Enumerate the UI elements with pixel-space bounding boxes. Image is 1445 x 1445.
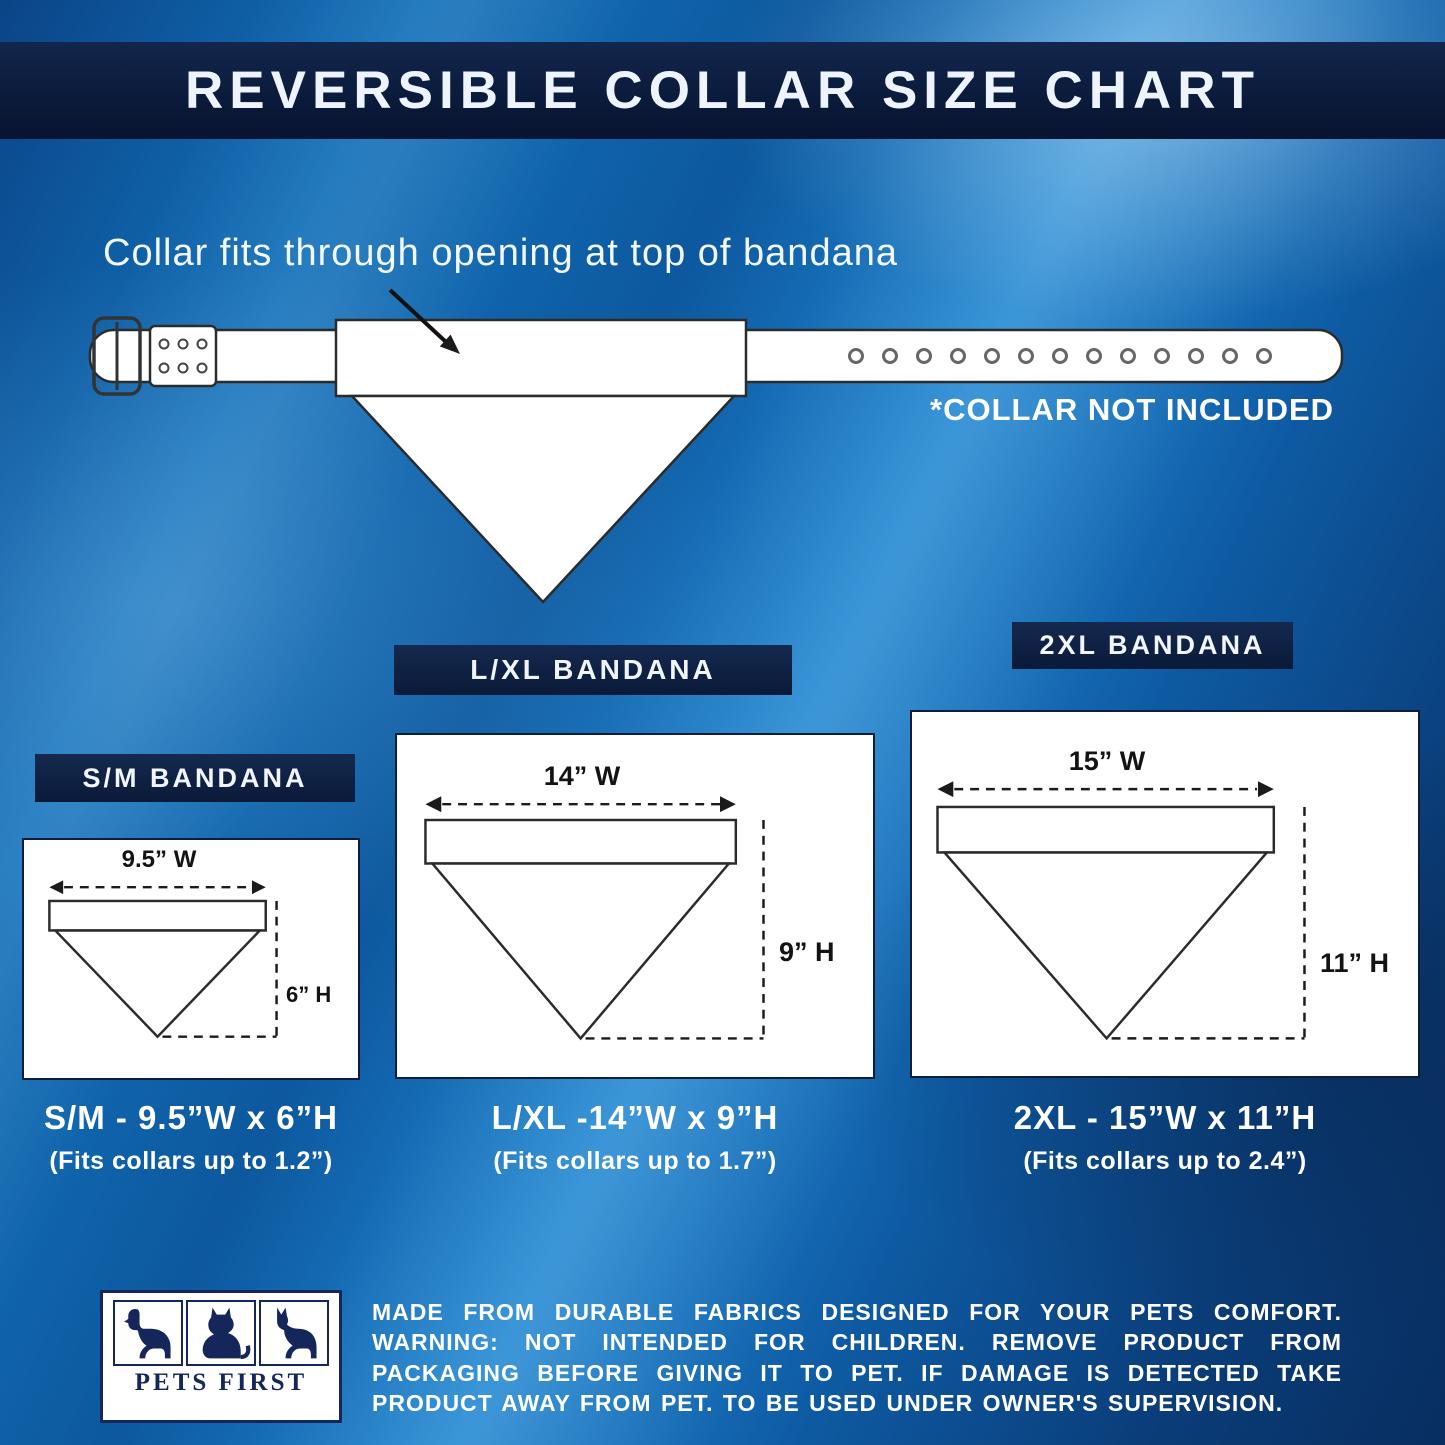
collar-caption: Collar fits through opening at top of ba… (103, 232, 898, 274)
height-line (1111, 806, 1306, 1040)
collar-illustration (88, 288, 1344, 604)
bandana-triangle (941, 851, 1270, 1041)
shepherd-dog-icon (259, 1300, 329, 1366)
size-title-2xl: 2XL - 15”W x 11”H (1013, 1099, 1317, 1136)
panel-label-text: S/M BANDANA (82, 762, 308, 793)
bandana-triangle (429, 862, 732, 1041)
brand-name: PETS FIRST (134, 1369, 308, 1396)
height-line (162, 900, 278, 1038)
fits-note-sm: (Fits collars up to 1.2”) (49, 1147, 333, 1175)
panel-box-sm: 9.5” W 6” H (22, 838, 360, 1080)
size-title-lxl: L/XL -14”W x 9”H (491, 1099, 779, 1136)
pointer-arrow-icon (388, 288, 460, 354)
bandana-diagram-2xl (936, 781, 1306, 1041)
panel-label-text: L/XL BANDANA (470, 654, 716, 685)
fits-note-lxl: (Fits collars up to 1.7”) (493, 1147, 777, 1175)
disclaimer-text: MADE FROM DURABLE FABRICS DESIGNED FOR Y… (372, 1299, 1342, 1417)
width-dimension-label: 9.5” W (121, 846, 197, 873)
page-title: REVERSIBLE COLLAR SIZE CHART (185, 61, 1260, 120)
panel-label-sm: S/M BANDANA (35, 754, 355, 802)
height-dimension-label: 9” H (779, 937, 835, 967)
width-arrow (425, 796, 736, 813)
size-title-sm: S/M - 9.5”W x 6”H (44, 1099, 338, 1136)
bandana-diagram-lxl (424, 796, 765, 1041)
panel-label-2xl: 2XL BANDANA (1012, 622, 1293, 669)
logo-icons-row (111, 1300, 331, 1366)
panel-box-lxl: 14” W 9” H (395, 733, 875, 1079)
width-dimension-label: 15” W (1068, 746, 1146, 776)
panel-label-text: 2XL BANDANA (1039, 630, 1266, 660)
width-arrow (49, 880, 266, 895)
width-arrow (937, 781, 1274, 798)
bandana-sleeve (424, 818, 738, 865)
height-dimension-label: 6” H (286, 982, 332, 1007)
panel-label-lxl: L/XL BANDANA (394, 645, 792, 695)
bandana-triangle (52, 929, 263, 1039)
pets-first-logo: PETS FIRST (100, 1290, 342, 1423)
height-dimension-label: 11” H (1320, 948, 1390, 978)
bandana-sleeve (936, 805, 1276, 854)
collar-buckle-icon (92, 316, 142, 396)
width-dimension-label: 14” W (543, 761, 621, 791)
bandana-sleeve (48, 899, 267, 932)
dog-icon (113, 1300, 183, 1366)
height-line (585, 820, 765, 1040)
fits-note-2xl: (Fits collars up to 2.4”) (1023, 1147, 1307, 1175)
panel-box-2xl: 15” W 11” H (910, 710, 1420, 1078)
bandana-sleeve (334, 318, 748, 398)
collar-not-included-note: *COLLAR NOT INCLUDED (930, 392, 1335, 427)
collar-buckle-plate (148, 324, 218, 388)
bandana-diagram-sm (48, 880, 278, 1039)
collar-holes (848, 348, 1272, 364)
bandana-triangle (349, 394, 737, 604)
header-bar: REVERSIBLE COLLAR SIZE CHART (0, 42, 1445, 139)
cat-icon (186, 1300, 256, 1366)
